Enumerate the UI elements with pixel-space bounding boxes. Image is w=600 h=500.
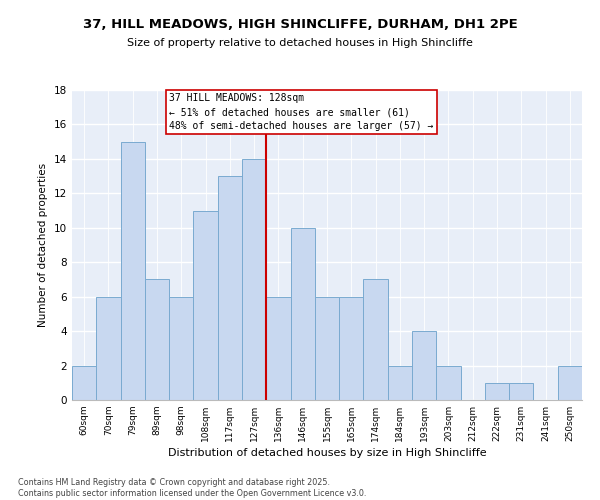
- Bar: [436, 366, 461, 400]
- Bar: [145, 280, 169, 400]
- Bar: [339, 296, 364, 400]
- Bar: [558, 366, 582, 400]
- Bar: [388, 366, 412, 400]
- Bar: [509, 383, 533, 400]
- Bar: [72, 366, 96, 400]
- Bar: [193, 210, 218, 400]
- Text: Contains HM Land Registry data © Crown copyright and database right 2025.
Contai: Contains HM Land Registry data © Crown c…: [18, 478, 367, 498]
- Bar: [412, 331, 436, 400]
- Bar: [485, 383, 509, 400]
- Bar: [266, 296, 290, 400]
- Bar: [364, 280, 388, 400]
- Text: 37 HILL MEADOWS: 128sqm
← 51% of detached houses are smaller (61)
48% of semi-de: 37 HILL MEADOWS: 128sqm ← 51% of detache…: [169, 94, 434, 130]
- Bar: [121, 142, 145, 400]
- Text: 37, HILL MEADOWS, HIGH SHINCLIFFE, DURHAM, DH1 2PE: 37, HILL MEADOWS, HIGH SHINCLIFFE, DURHA…: [83, 18, 517, 30]
- X-axis label: Distribution of detached houses by size in High Shincliffe: Distribution of detached houses by size …: [167, 448, 487, 458]
- Bar: [290, 228, 315, 400]
- Bar: [218, 176, 242, 400]
- Bar: [315, 296, 339, 400]
- Bar: [242, 159, 266, 400]
- Bar: [169, 296, 193, 400]
- Y-axis label: Number of detached properties: Number of detached properties: [38, 163, 49, 327]
- Bar: [96, 296, 121, 400]
- Text: Size of property relative to detached houses in High Shincliffe: Size of property relative to detached ho…: [127, 38, 473, 48]
